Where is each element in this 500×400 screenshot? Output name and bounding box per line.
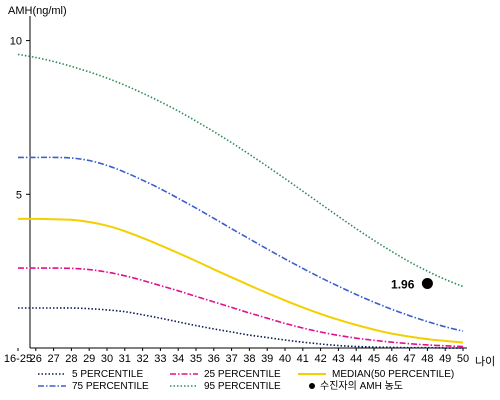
series-line-4	[17, 53, 464, 288]
x-tick-label: 41	[297, 353, 309, 365]
series-line-3	[18, 156, 464, 332]
y-tick-label: 10	[10, 36, 22, 48]
y-tick-label: 5	[16, 189, 22, 201]
patient-amh-value-label: 1.96	[391, 277, 415, 291]
x-tick-label: 45	[368, 353, 380, 365]
x-tick-label: 49	[439, 353, 451, 365]
patient-amh-point	[421, 277, 433, 289]
x-tick-label: 28	[65, 353, 77, 365]
x-tick-label: 40	[279, 353, 291, 365]
x-tick-label: 34	[172, 353, 184, 365]
legend-point-label: 수진자의 AMH 농도	[320, 380, 403, 392]
x-tick-label: 36	[208, 353, 220, 365]
y-axis-title: AMH(ng/ml)	[8, 5, 67, 17]
x-tick-label: 30	[101, 353, 113, 365]
x-tick-label: 46	[386, 353, 398, 365]
x-axis-title: 나이	[475, 355, 495, 368]
x-tick-label: 42	[314, 353, 326, 365]
legend-label-3: 75 PERCENTILE	[72, 381, 149, 392]
x-tick-label: 29	[83, 353, 95, 365]
x-tick-label: 33	[154, 353, 166, 365]
legend-label-1: 25 PERCENTILE	[204, 369, 281, 380]
legend-label-0: 5 PERCENTILE	[72, 369, 143, 380]
x-tick-label: 35	[190, 353, 202, 365]
legend-label-2: MEDIAN(50 PERCENTILE)	[332, 369, 454, 380]
x-tick-label: 39	[261, 353, 273, 365]
x-tick-label: 27	[47, 353, 59, 365]
legend-label-4: 95 PERCENTILE	[204, 381, 281, 392]
x-tick-label: 43	[332, 353, 344, 365]
series-line-2	[17, 217, 464, 344]
x-tick-label: 32	[136, 353, 148, 365]
x-tick-label: 44	[350, 353, 362, 365]
series-line-1	[18, 267, 464, 348]
x-tick-label: 31	[119, 353, 131, 365]
x-tick-label: 16-25	[4, 353, 32, 365]
x-tick-label: 38	[243, 353, 255, 365]
x-tick-label: 48	[421, 353, 433, 365]
x-tick-label: 47	[403, 353, 415, 365]
series-line-0	[17, 307, 464, 349]
x-tick-label: 37	[225, 353, 237, 365]
legend-point-marker	[309, 383, 315, 389]
x-tick-label: 26	[30, 353, 42, 365]
x-tick-label: 50	[457, 353, 469, 365]
